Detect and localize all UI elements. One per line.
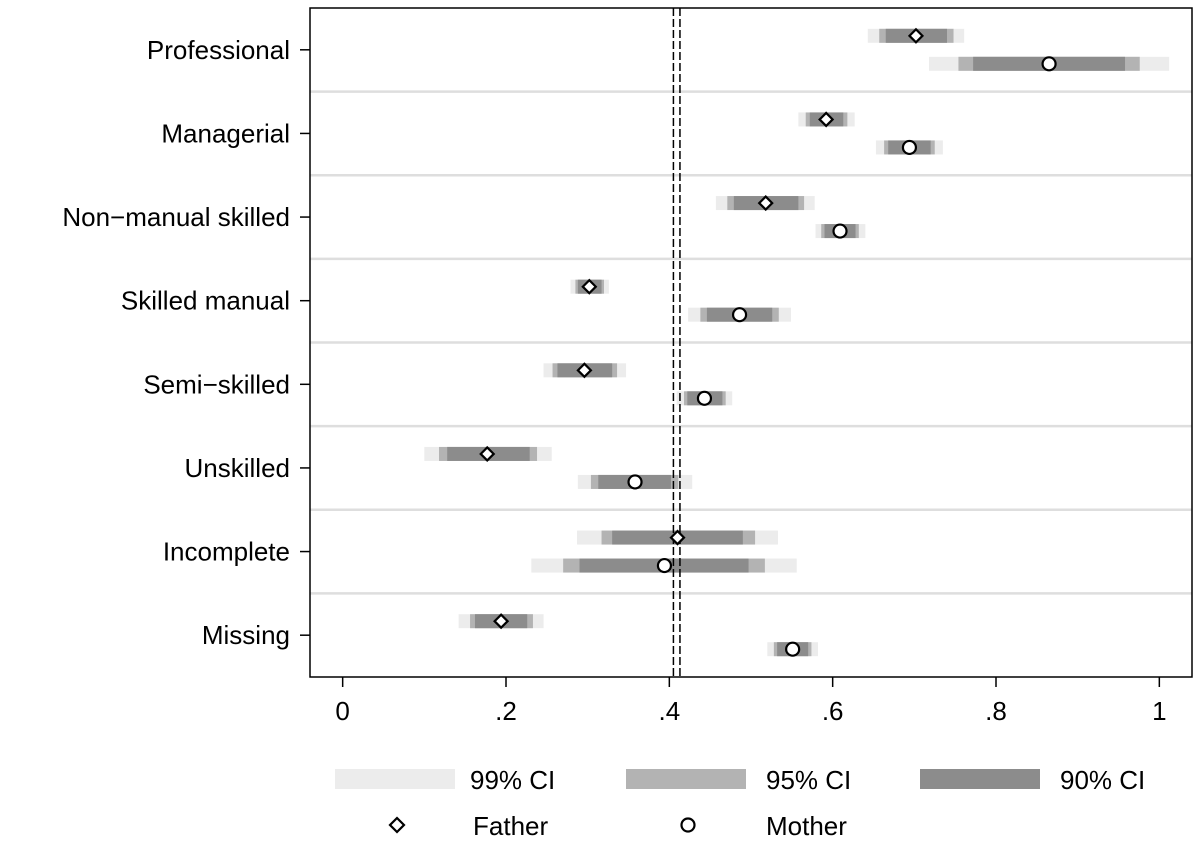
legend-label-ci90: 90% CI <box>1060 765 1145 795</box>
y-label-incomplete: Incomplete <box>163 537 290 567</box>
y-label-semi-skilled: Semi−skilled <box>143 369 290 399</box>
legend-label-mother: Mother <box>766 811 847 841</box>
reference-lines <box>672 8 681 677</box>
y-label-non-manual-skilled: Non−manual skilled <box>62 202 290 232</box>
plot-frame <box>309 7 1193 678</box>
y-label-unskilled: Unskilled <box>185 453 291 483</box>
y-label-missing: Missing <box>202 620 290 650</box>
legend-swatch-ci99 <box>335 769 455 789</box>
x-tick-label: 0 <box>335 696 349 726</box>
legend-label-father: Father <box>473 811 548 841</box>
father-point <box>581 278 598 295</box>
plot-gridlines <box>310 90 1192 595</box>
father-point <box>493 613 510 630</box>
x-axis: 0 .2 .4 .6 .8 1 <box>335 677 1167 726</box>
father-point <box>757 195 774 212</box>
mother-point <box>731 307 748 323</box>
mother-point <box>696 390 713 406</box>
mother-point <box>832 223 848 239</box>
mother-point <box>901 139 918 156</box>
x-tick-label: .8 <box>985 696 1007 726</box>
y-label-skilled-manual: Skilled manual <box>121 286 290 316</box>
y-axis: Professional Managerial Non−manual skilled… <box>62 35 310 650</box>
legend-swatch-ci90 <box>920 769 1040 789</box>
y-label-professional: Professional <box>147 35 290 65</box>
legend-label-ci95: 95% CI <box>766 765 851 795</box>
father-point <box>818 111 835 128</box>
y-label-managerial: Managerial <box>161 118 290 148</box>
x-tick-label: .6 <box>822 696 844 726</box>
legend-marker-mother <box>680 817 696 833</box>
mother-point <box>656 557 673 574</box>
father-point <box>576 362 593 379</box>
x-tick-label: .2 <box>495 696 517 726</box>
father-point <box>479 445 496 462</box>
mother-point <box>1041 56 1057 72</box>
legend-swatch-ci95 <box>626 769 746 789</box>
x-tick-label: .4 <box>658 696 680 726</box>
legend-marker-father <box>388 816 406 834</box>
x-tick-label: 1 <box>1152 696 1166 726</box>
legend-label-ci99: 99% CI <box>470 765 555 795</box>
legend: 99% CI 95% CI 90% CI Father Mother <box>335 765 1145 841</box>
father-point <box>669 529 686 546</box>
mother-point <box>627 474 643 490</box>
point-estimate-markers <box>479 27 1057 657</box>
mother-point <box>785 641 801 657</box>
father-point <box>907 27 925 44</box>
